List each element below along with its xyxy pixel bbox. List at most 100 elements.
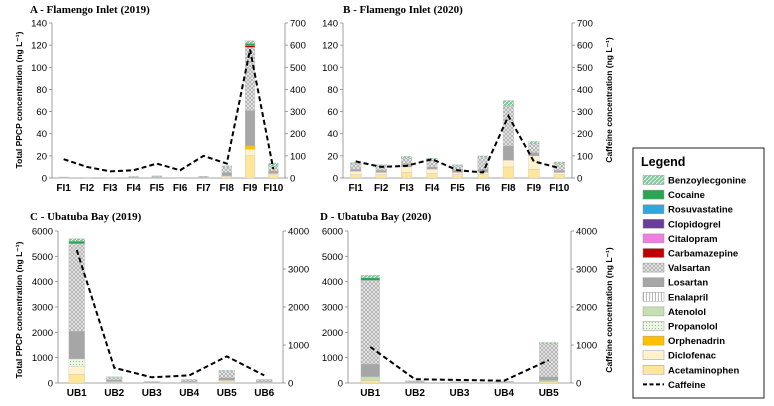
panel-a-bar-fi9-benzoylecgonine <box>245 40 256 44</box>
panel-d-bar-ub5-benzoylecgonine <box>539 342 559 344</box>
panel-c-caffeine-line <box>75 249 265 379</box>
panel-a-bar-fi4-benzoylecgonine <box>128 176 139 178</box>
panel-c-y2tick-label: 2000 <box>288 303 309 314</box>
panel-d-xtick-label: UB1 <box>360 388 380 399</box>
panel-c-xtick-label: UB2 <box>104 388 124 399</box>
panel-b-bar-fi5-diclofenac <box>452 172 464 175</box>
panel-a-y2tick-label: 400 <box>290 85 306 96</box>
panel-c-ytick-label: 2000 <box>32 328 53 339</box>
panel-b-xtick-label: FI5 <box>450 183 465 194</box>
legend-label-acetaminophen: Acetaminophen <box>668 365 739 376</box>
panel-b-xtick-label: FI6 <box>476 183 491 194</box>
panel-b-bar-fi5-benzoylecgonine <box>452 164 464 166</box>
panel-b-bar-fi4-diclofenac <box>426 168 438 174</box>
panel-a-ytick-label: 120 <box>31 41 47 52</box>
legend-swatch-losartan <box>642 277 665 287</box>
panel-a-bar-fi9-carbamazepine <box>245 45 256 48</box>
panel-b-xtick-label: FI2 <box>374 183 389 194</box>
legend-label-cocaine: Cocaine <box>668 190 705 201</box>
panel-c-xtick-label: UB6 <box>254 388 274 399</box>
panel-b-xtick-label: FI10 <box>549 183 569 194</box>
panel-c-title: C - Ubatuba Bay (2019) <box>30 211 142 223</box>
panel-b-xtick-label: FI1 <box>348 183 363 194</box>
panel-b-bar-fi9-benzoylecgonine <box>528 141 540 144</box>
panel-b-ytick-label: 20 <box>327 151 338 162</box>
panel-d-ytick-label: 3000 <box>322 303 343 314</box>
panel-b-bar-fi8-valsartan <box>502 105 514 147</box>
legend-label-losartan: Losartan <box>668 278 708 289</box>
panel-b-bar-fi1-diclofenac <box>350 171 362 175</box>
panel-b-xtick-label: FI4 <box>425 183 440 194</box>
legend-swatch-enalapril <box>642 292 665 302</box>
panel-a-bar-fi7-benzoylecgonine <box>198 176 209 177</box>
panel-d-bar-ub1-benzoylecgonine <box>360 275 380 279</box>
panel-d-ytick-label: 0 <box>338 379 343 390</box>
legend-swatch-acetaminophen <box>642 365 665 375</box>
panel-b-ytick-label: 0 <box>333 174 338 185</box>
legend-label-propanolol: Propanolol <box>668 322 718 333</box>
panel-b-bar-fi1-benzoylecgonine <box>350 162 362 164</box>
panel-b-xtick-label: FI8 <box>501 183 516 194</box>
panel-a-bar-fi8-valsartan <box>221 166 232 173</box>
panel-a-ytick-label: 40 <box>36 129 47 140</box>
panel-d-xtick-label: UB3 <box>449 388 469 399</box>
panel-b-bar-fi1-acetaminophen <box>350 174 362 179</box>
panel-b-y2tick-label: 400 <box>577 85 593 96</box>
panel-b-bar-fi1-losartan <box>350 168 362 172</box>
panel-a-bar-fi8-losartan <box>221 172 232 176</box>
panel-b-bar-fi5-acetaminophen <box>452 174 464 179</box>
panel-a-ytick-label: 100 <box>31 63 47 74</box>
legend: Legend Benzoylecgonine Cocaine Rosuvastati… <box>632 147 765 399</box>
panel-a-xtick-label: FI10 <box>263 183 283 194</box>
legend-label-caffeine: Caffeine <box>668 380 705 391</box>
panel-d-ytick-label: 4000 <box>322 277 343 288</box>
panel-a-xtick-label: FI5 <box>150 183 165 194</box>
panel-c-y2tick-label: 4000 <box>288 227 309 238</box>
panel-d-y2tick-label: 3000 <box>576 265 597 276</box>
panel-b-ytick-label: 60 <box>327 107 338 118</box>
panel-d-bar-ub1-acetaminophen <box>360 380 380 384</box>
panel-d-caffeine-line <box>369 346 550 382</box>
panel-a-xtick-label: FI8 <box>220 183 235 194</box>
panel-d-bar-ub1-atenolol <box>360 376 380 381</box>
legend-label-benzoylecgonine: Benzoylecgonine <box>668 176 746 187</box>
panel-b-bar-fi10-acetaminophen <box>553 174 565 179</box>
panel-b-bar-fi4-losartan <box>426 166 438 170</box>
legend-swatch-orphenadrin <box>642 335 665 346</box>
panel-a-bar-fi9-valsartan <box>245 47 256 111</box>
panel-c-bar-ub2-benzoylecgonine <box>106 376 123 378</box>
panel-a-ytick-label: 0 <box>42 174 47 185</box>
panel-a-bar-fi10-benzoylecgonine <box>268 162 279 167</box>
panel-b-bar-fi10-diclofenac <box>553 172 565 175</box>
legend-swatch-diclofenac <box>642 350 665 360</box>
panel-b-xtick-label: FI9 <box>527 183 542 194</box>
panel-d-bar-ub1-valsartan <box>360 280 380 365</box>
panel-c-bar-ub5-diclofenac <box>218 380 235 383</box>
panel-b-caffeine-line <box>355 113 560 174</box>
panel-a-y2tick-label: 300 <box>290 107 306 118</box>
panel-b-bar-fi1-valsartan <box>350 163 362 170</box>
panel-a-y2tick-label: 200 <box>290 129 306 140</box>
panel-c-bar-ub1-cocaine <box>68 240 85 244</box>
panel-b-y2tick-label: 0 <box>577 174 582 185</box>
panel-a-y2tick-label: 500 <box>290 63 306 74</box>
panel-c-xtick-label: UB3 <box>142 388 162 399</box>
panel-d-bar-ub5-atenolol <box>539 380 559 382</box>
panel-b-bar-fi2-losartan <box>375 170 387 173</box>
panel-c-chart: 0 1000 2000 3000 4000 5000 6000 0 1000 2000 3000 40… <box>32 227 309 400</box>
panel-b-bar-fi3-valsartan <box>401 157 413 164</box>
panel-c-ytick-label: 1000 <box>32 353 53 364</box>
legend-swatch-citalopram <box>642 233 665 244</box>
legend-label-atenolol: Atenolol <box>668 307 706 318</box>
panel-b-bar-fi3-acetaminophen <box>401 172 413 179</box>
legend-swatch-cocaine <box>642 189 665 200</box>
panel-d-ytick-label: 1000 <box>322 353 343 364</box>
panel-a-bar-fi5-benzoylecgonine <box>151 175 162 177</box>
panel-b-bar-fi9-acetaminophen <box>528 168 540 179</box>
panel-a-ytick-label: 20 <box>36 151 47 162</box>
panel-a-y2tick-label: 700 <box>290 19 306 30</box>
panel-d-title: D - Ubatuba Bay (2020) <box>320 211 432 223</box>
legend-label-rosuvastatine: Rosuvastatine <box>668 205 733 216</box>
panel-a-bar-fi9-cocaine <box>245 43 256 46</box>
panel-c-bar-ub5-acetaminophen <box>218 381 235 384</box>
